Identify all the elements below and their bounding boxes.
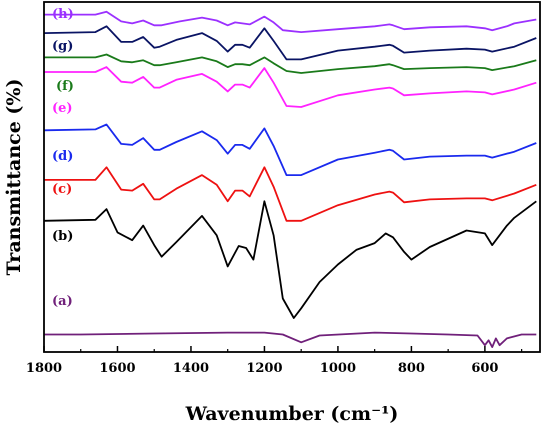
x-tick-label: 1800 (26, 361, 62, 376)
x-tick-label: 600 (471, 361, 498, 376)
x-tick-label: 1200 (246, 361, 282, 376)
x-tick-label: 800 (398, 361, 425, 376)
x-axis-title: Wavenumber (cm⁻¹) (185, 403, 399, 425)
series-line-d (43, 123, 537, 176)
series-line-h (44, 10, 537, 33)
series-line-g (43, 25, 537, 61)
plot-area: (h) (g) (f) (e) (d) (c) (b) (a) (43, 7, 537, 348)
series-line-b (43, 200, 537, 319)
x-axis-ticks: 1800 1600 1400 1200 1000 800 600 (26, 346, 523, 376)
series-label-a: (a) (52, 294, 73, 309)
series-label-e: (e) (52, 101, 73, 116)
series-label-c: (c) (52, 182, 72, 197)
series-label-g: (g) (52, 39, 73, 54)
series-line-e (44, 66, 537, 108)
series-label-b: (b) (52, 229, 73, 244)
y-axis-title: Transmittance (%) (3, 79, 25, 276)
plot-frame (43, 1, 541, 353)
series-line-a (44, 331, 537, 348)
x-tick-label: 1000 (320, 361, 356, 376)
x-tick-label: 1400 (173, 361, 209, 376)
series-label-f: (f) (56, 79, 74, 94)
series-label-d: (d) (52, 149, 73, 164)
series-line-f (44, 53, 537, 74)
series-line-c (44, 166, 537, 222)
x-tick-label: 1600 (99, 361, 135, 376)
series-label-h: (h) (52, 7, 74, 22)
